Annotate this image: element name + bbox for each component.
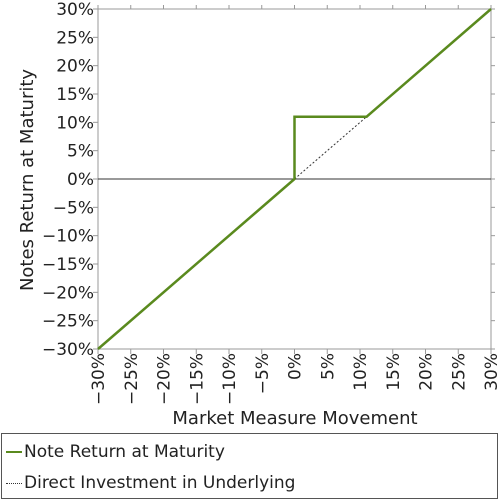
x-tick-label: −30% xyxy=(89,353,109,405)
legend: Note Return at Maturity Direct Investmen… xyxy=(1,433,498,499)
legend-label-direct-investment: Direct Investment in Underlying xyxy=(24,473,296,493)
x-tick-label: −5% xyxy=(253,353,273,394)
y-tick-label: 20% xyxy=(56,57,94,77)
y-tick-label: 25% xyxy=(56,28,94,48)
legend-item-direct-investment: Direct Investment in Underlying xyxy=(6,473,295,493)
y-tick-label: −10% xyxy=(42,227,94,247)
x-tick-label: 30% xyxy=(482,353,500,391)
x-tick-labels: −30% −25% −20% −15% −10% −5% 0% 5% 10% 15% 20% 25% 3… xyxy=(89,353,500,405)
x-tick-label: −20% xyxy=(155,353,175,405)
x-axis-title: Market Measure Movement xyxy=(172,408,417,429)
solid-line-swatch-icon xyxy=(6,451,22,453)
x-tick-label: 10% xyxy=(351,353,371,391)
y-tick-label: 30% xyxy=(56,0,94,20)
legend-label-note-return: Note Return at Maturity xyxy=(24,442,225,462)
series-line-direct-investment xyxy=(294,116,367,180)
x-tick-label: 20% xyxy=(417,353,437,391)
legend-item-note-return: Note Return at Maturity xyxy=(6,442,225,462)
y-tick-label: 5% xyxy=(67,142,94,162)
y-tick-label: 0% xyxy=(67,170,94,190)
y-tick-label: −15% xyxy=(42,255,94,275)
y-tick-label: 10% xyxy=(56,113,94,133)
x-tick-label: −25% xyxy=(122,353,142,405)
series-group xyxy=(97,8,492,350)
y-axis-title: Notes Return at Maturity xyxy=(17,69,38,291)
x-tick-label: −15% xyxy=(187,353,207,405)
x-tick-label: 25% xyxy=(449,353,469,391)
y-tick-label: −5% xyxy=(53,198,94,218)
y-tick-labels: −30% −25% −20% −15% −10% −5% 0% 5% 10% 15% 20% 25% 3… xyxy=(42,0,94,360)
y-tick-label: −25% xyxy=(42,312,94,332)
y-tick-label: −30% xyxy=(42,340,94,360)
x-tick-label: −10% xyxy=(220,353,240,405)
x-tick-label: 5% xyxy=(318,353,338,380)
x-tick-label: 0% xyxy=(286,353,306,380)
y-tick-label: −20% xyxy=(42,283,94,303)
y-tick-label: 15% xyxy=(56,85,94,105)
dotted-line-swatch-icon xyxy=(6,482,22,484)
x-tick-label: 15% xyxy=(384,353,404,391)
series-line-note-return xyxy=(97,8,492,350)
